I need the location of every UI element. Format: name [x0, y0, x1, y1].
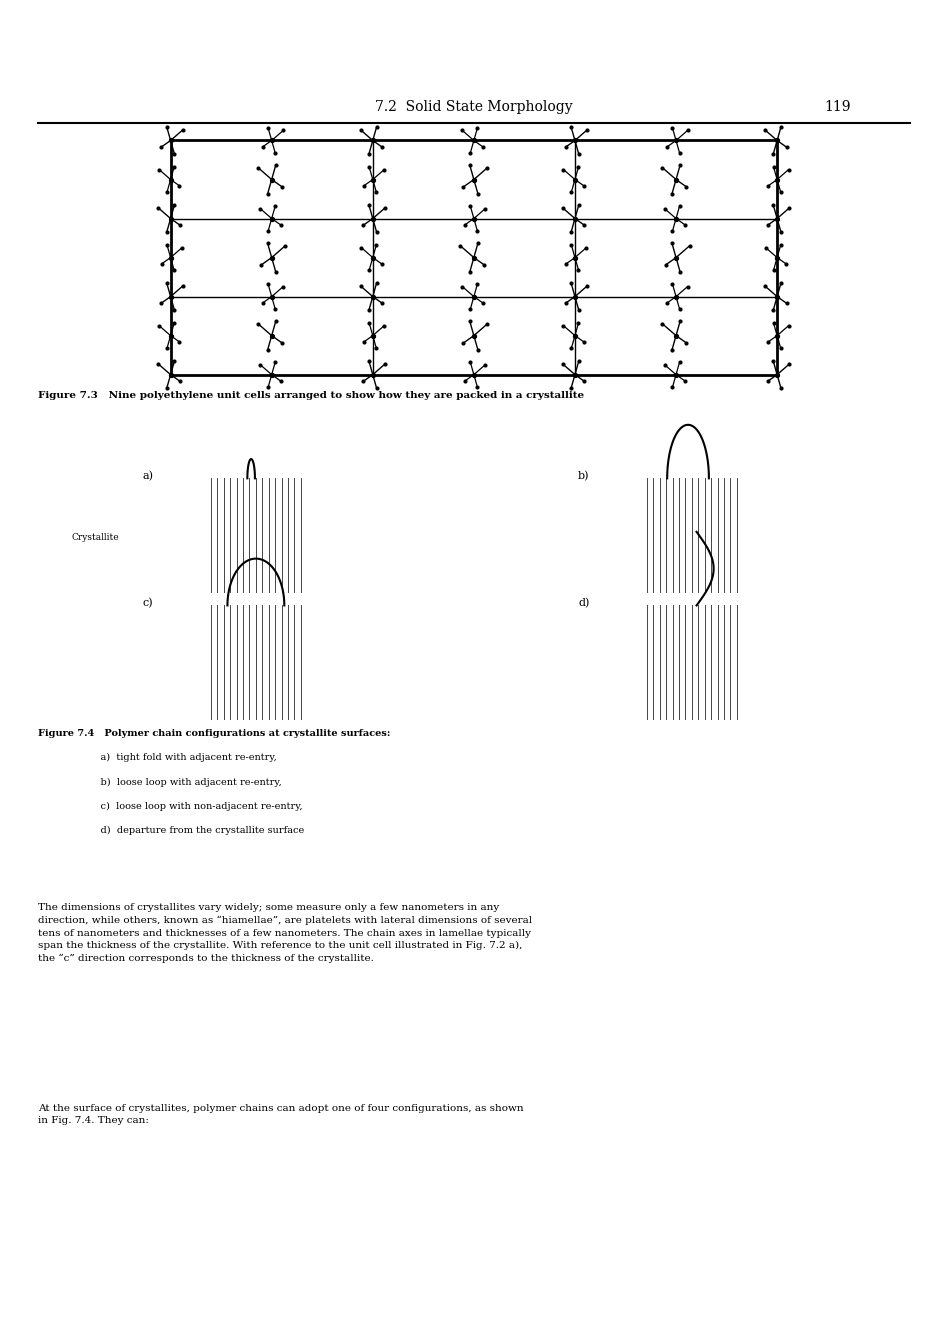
Text: d)  departure from the crystallite surface: d) departure from the crystallite surfac…	[38, 826, 304, 835]
Text: The dimensions of crystallites vary widely; some measure only a few nanometers i: The dimensions of crystallites vary wide…	[38, 903, 531, 963]
Text: At the surface of crystallites, polymer chains can adopt one of four configurati: At the surface of crystallites, polymer …	[38, 1104, 523, 1125]
Text: Figure 7.4   Polymer chain configurations at crystallite surfaces:: Figure 7.4 Polymer chain configurations …	[38, 729, 390, 739]
Text: Crystallite: Crystallite	[71, 534, 118, 542]
Text: b)  loose loop with adjacent re-entry,: b) loose loop with adjacent re-entry,	[38, 777, 281, 787]
Text: 119: 119	[824, 100, 850, 114]
Text: a): a)	[142, 471, 153, 482]
Text: b): b)	[578, 471, 589, 482]
Text: c)  loose loop with non-adjacent re-entry,: c) loose loop with non-adjacent re-entry…	[38, 801, 302, 811]
Text: 7.2  Solid State Morphology: 7.2 Solid State Morphology	[375, 100, 572, 114]
Text: d): d)	[578, 598, 589, 609]
Text: c): c)	[142, 598, 152, 609]
Text: a)  tight fold with adjacent re-entry,: a) tight fold with adjacent re-entry,	[38, 753, 277, 763]
Text: Figure 7.3   Nine polyethylene unit cells arranged to show how they are packed i: Figure 7.3 Nine polyethylene unit cells …	[38, 391, 583, 400]
